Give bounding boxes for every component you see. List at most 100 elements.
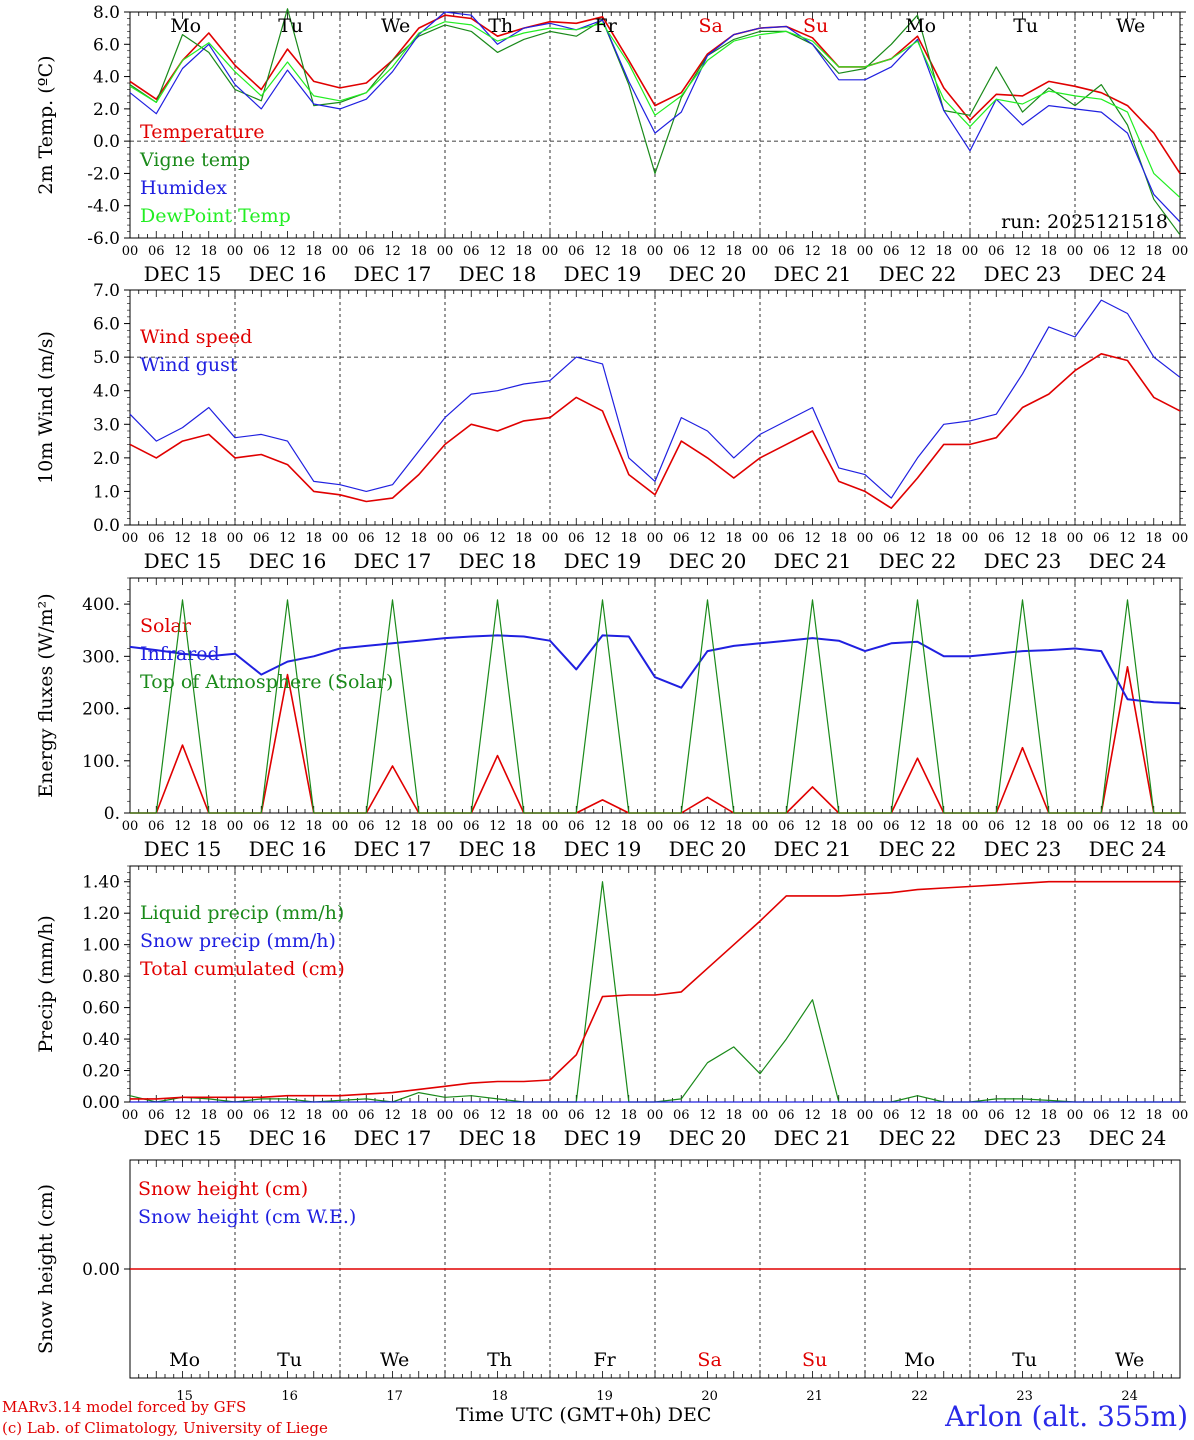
y-tick-label: 1.40 xyxy=(82,873,120,893)
hour-tick-label: 00 xyxy=(122,531,139,546)
date-label: DEC 24 xyxy=(1089,1126,1167,1150)
hour-tick-label: 06 xyxy=(1093,244,1110,259)
hour-tick-label: 00 xyxy=(857,531,874,546)
hour-tick-label: 18 xyxy=(200,244,217,259)
hour-tick-label: 12 xyxy=(1119,244,1136,259)
hour-tick-label: 18 xyxy=(1040,1108,1057,1123)
hour-tick-label: 00 xyxy=(1172,1108,1189,1123)
hour-tick-label: 00 xyxy=(857,1108,874,1123)
hour-tick-label: 06 xyxy=(148,1108,165,1123)
hour-tick-label: 00 xyxy=(437,531,454,546)
hour-tick-label: 12 xyxy=(699,1108,716,1123)
time-axis-label: Time UTC (GMT+0h) DEC xyxy=(456,1404,712,1426)
date-label: DEC 15 xyxy=(144,549,222,573)
legend-entry: Wind gust xyxy=(140,354,238,376)
y-tick-label: 2.0 xyxy=(93,100,120,120)
y-tick-label: 6.0 xyxy=(93,315,120,335)
lab-credit: (c) Lab. of Climatology, University of L… xyxy=(2,1419,328,1437)
hour-tick-label: 00 xyxy=(542,244,559,259)
date-label: DEC 20 xyxy=(669,262,747,286)
hour-tick-label: 12 xyxy=(699,531,716,546)
day-abbr-label: Fr xyxy=(593,1349,616,1371)
hour-tick-label: 12 xyxy=(384,244,401,259)
hour-tick-label: 18 xyxy=(1145,819,1162,834)
series-line xyxy=(130,599,1180,814)
date-label: DEC 15 xyxy=(144,837,222,861)
hour-tick-label: 18 xyxy=(830,244,847,259)
date-label: DEC 21 xyxy=(774,1126,852,1150)
hour-tick-label: 06 xyxy=(148,819,165,834)
hour-tick-label: 06 xyxy=(778,819,795,834)
hour-tick-label: 00 xyxy=(857,244,874,259)
hour-tick-label: 18 xyxy=(200,1108,217,1123)
hour-tick-label: 18 xyxy=(410,244,427,259)
date-label: DEC 15 xyxy=(144,262,222,286)
date-label: DEC 16 xyxy=(249,262,327,286)
hour-tick-label: 00 xyxy=(332,1108,349,1123)
hour-tick-label: 06 xyxy=(883,819,900,834)
hour-tick-label: 18 xyxy=(830,531,847,546)
date-label: DEC 17 xyxy=(354,837,432,861)
date-label: DEC 16 xyxy=(249,1126,327,1150)
hour-tick-label: 12 xyxy=(804,819,821,834)
hour-tick-label: 12 xyxy=(489,244,506,259)
hour-tick-label: 00 xyxy=(647,819,664,834)
day-abbr-label: Th xyxy=(487,1349,512,1371)
hour-tick-label: 00 xyxy=(122,244,139,259)
hour-tick-label: 00 xyxy=(647,1108,664,1123)
hour-tick-label: 00 xyxy=(437,244,454,259)
hour-tick-label: 06 xyxy=(568,531,585,546)
legend-entry: Snow height (cm W.E.) xyxy=(138,1206,356,1228)
day-abbr-label: Fr xyxy=(595,15,618,37)
date-label: DEC 21 xyxy=(774,549,852,573)
legend-entry: Temperature xyxy=(140,121,264,143)
hour-tick-label: 12 xyxy=(1119,1108,1136,1123)
hour-tick-label: 12 xyxy=(804,244,821,259)
hour-tick-label: 00 xyxy=(857,819,874,834)
date-label: DEC 20 xyxy=(669,549,747,573)
date-label: DEC 21 xyxy=(774,262,852,286)
legend-entry: Total cumulated (cm) xyxy=(140,958,345,980)
hour-tick-label: 06 xyxy=(1093,819,1110,834)
y-tick-label: 0.20 xyxy=(82,1062,120,1082)
day-abbr-label: Mo xyxy=(170,15,201,37)
hour-tick-label: 12 xyxy=(279,531,296,546)
series-line xyxy=(129,8,1181,236)
day-abbr-label: Mo xyxy=(169,1349,200,1371)
day-abbr-label: Su xyxy=(803,15,828,37)
day-abbr-label: Tu xyxy=(1012,1349,1037,1371)
hour-tick-label: 00 xyxy=(962,819,979,834)
y-tick-label: 8.0 xyxy=(93,3,120,23)
hour-tick-label: 06 xyxy=(463,819,480,834)
legend-entry: Snow height (cm) xyxy=(138,1178,308,1200)
y-tick-label: 0.00 xyxy=(82,1093,120,1113)
hour-tick-label: 00 xyxy=(227,819,244,834)
y-tick-label: 1.0 xyxy=(93,482,120,502)
hour-tick-label: 12 xyxy=(594,819,611,834)
hour-tick-label: 12 xyxy=(174,531,191,546)
hour-tick-label: 12 xyxy=(1119,819,1136,834)
hour-tick-label: 06 xyxy=(253,244,270,259)
series-line xyxy=(129,14,1181,174)
y-tick-label: 0.0 xyxy=(93,132,120,152)
date-label: DEC 20 xyxy=(669,837,747,861)
hour-tick-label: 12 xyxy=(594,1108,611,1123)
hour-tick-label: 06 xyxy=(568,244,585,259)
hour-tick-label: 18 xyxy=(410,1108,427,1123)
panel-precip: 0.00 0.20 0.40 0.60 0.80 1.00 1.20 1.40 Precip (… xyxy=(35,865,1189,1150)
hour-tick-label: 00 xyxy=(227,531,244,546)
hour-tick-label: 12 xyxy=(489,531,506,546)
hour-tick-label: 18 xyxy=(620,531,637,546)
hour-tick-label: 18 xyxy=(830,1108,847,1123)
y-axis-label: Energy fluxes (W/m²) xyxy=(35,593,57,797)
hour-tick-label: 06 xyxy=(673,531,690,546)
y-tick-label: -6.0 xyxy=(87,229,120,249)
day-abbr-label: We xyxy=(1115,1349,1144,1371)
hour-tick-label: 18 xyxy=(830,819,847,834)
hour-tick-label: 00 xyxy=(122,819,139,834)
y-tick-label: 1.00 xyxy=(82,936,120,956)
y-tick-label: 5.0 xyxy=(93,348,120,368)
date-label: DEC 24 xyxy=(1089,837,1167,861)
hour-tick-label: 12 xyxy=(699,819,716,834)
